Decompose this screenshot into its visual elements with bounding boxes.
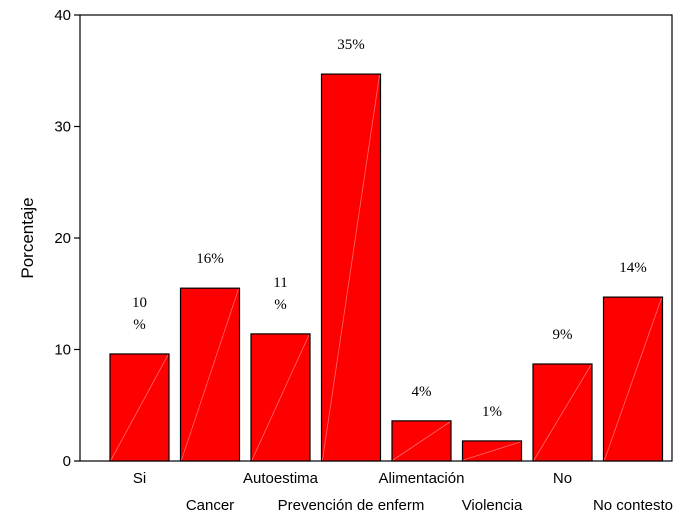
data-label: 11 [273,275,287,291]
data-label: 10 [132,295,147,311]
bar-shade-line [604,297,662,461]
y-tick-label: 30 [54,119,71,136]
bars [109,73,664,462]
bar-shade-line [181,289,239,461]
y-tick-label: 40 [54,7,71,24]
bar-shade-line [463,441,521,461]
data-label: 9% [553,327,573,343]
bar-shade-line [533,364,592,461]
data-label: 16% [196,251,224,267]
y-tick-label: 20 [54,230,71,247]
category-label: Violencia [462,497,523,514]
y-tick-label: 0 [63,453,71,470]
category-label: Autoestima [243,470,319,487]
data-label: 14% [619,260,647,276]
bar-shade-line [322,75,380,461]
data-label: 4% [412,384,432,400]
category-label: Alimentación [379,470,465,487]
category-label: Si [133,470,146,487]
y-tick-label: 10 [54,342,71,359]
category-label: No contesto [593,497,673,514]
data-label: % [274,297,287,313]
y-axis-label: Porcentaje [18,197,37,278]
bar-shade-line [392,421,451,461]
bar-shade-line [251,334,310,461]
data-label: 35% [337,37,365,53]
data-label: 1% [482,404,502,420]
category-label: Cancer [186,497,234,514]
bar-shade-line [110,354,169,461]
category-label: Prevención de enferm [278,497,425,514]
data-labels: 10% 16% 11% 35% 4% 1% 9% 14% [132,37,647,420]
data-label: % [133,317,146,333]
category-labels: Si Cancer Autoestima Prevención de enferm Al… [133,470,673,514]
category-label: No [553,470,572,487]
